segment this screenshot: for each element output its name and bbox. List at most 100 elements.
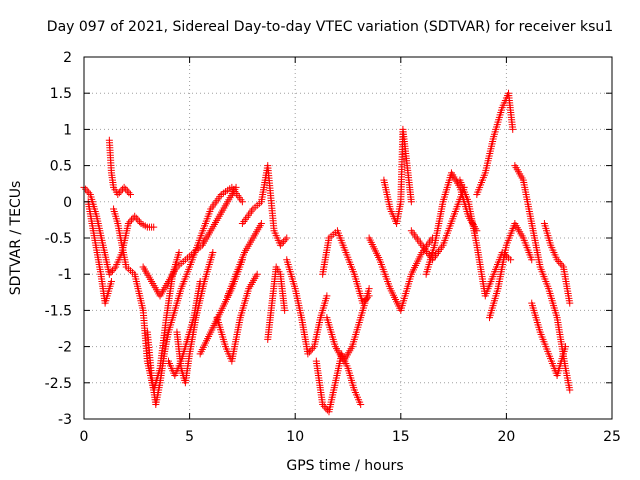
data-point xyxy=(283,234,291,242)
x-tick-label: 10 xyxy=(286,429,304,445)
data-point xyxy=(257,220,265,228)
data-point xyxy=(150,223,158,231)
data-point xyxy=(281,236,289,244)
series-sat-track-12 xyxy=(238,162,291,249)
y-tick-label: 1 xyxy=(63,122,72,138)
series-sat-track-16 xyxy=(319,227,373,307)
data-point xyxy=(107,268,115,276)
data-point xyxy=(238,198,246,206)
data-point xyxy=(85,189,93,197)
series-sat-track-26 xyxy=(528,299,570,380)
data-point xyxy=(209,248,217,256)
grid-layer xyxy=(84,57,612,419)
data-point xyxy=(83,187,91,195)
data-point xyxy=(553,256,561,264)
data-point xyxy=(128,216,136,224)
y-tick-label: -1 xyxy=(58,267,72,283)
data-point xyxy=(281,306,289,314)
data-point xyxy=(110,265,118,273)
data-point xyxy=(125,189,133,197)
data-point xyxy=(320,402,328,410)
series-sat-track-23 xyxy=(473,89,517,199)
data-point xyxy=(558,261,566,269)
data-point xyxy=(175,248,183,256)
data-point xyxy=(232,183,240,191)
series-sat-track-8 xyxy=(173,248,217,387)
data-point xyxy=(357,401,365,409)
data-point xyxy=(131,212,139,220)
data-point xyxy=(134,216,142,224)
series-sat-track-24 xyxy=(486,220,536,322)
data-point xyxy=(307,346,315,354)
data-point xyxy=(309,344,317,352)
data-points-layer xyxy=(80,89,574,416)
data-point xyxy=(407,198,415,206)
data-point xyxy=(117,187,125,195)
data-point xyxy=(566,299,574,307)
data-point xyxy=(105,270,113,278)
data-point xyxy=(276,241,284,249)
x-tick-label: 20 xyxy=(497,429,515,445)
data-point xyxy=(253,270,261,278)
data-point xyxy=(126,218,134,226)
series-sat-track-11 xyxy=(224,220,265,300)
y-tick-label: 2 xyxy=(63,50,72,66)
data-point xyxy=(115,189,123,197)
series-sat-track-17 xyxy=(323,285,373,365)
y-tick-label: -1.5 xyxy=(45,303,72,319)
data-point xyxy=(109,267,117,275)
data-point xyxy=(562,343,570,351)
data-point xyxy=(82,185,90,193)
series-sat-track-3 xyxy=(105,136,134,199)
y-tick-label: -2 xyxy=(58,340,72,356)
data-point xyxy=(132,214,140,222)
data-point xyxy=(528,256,536,264)
series-sat-track-2 xyxy=(84,198,115,307)
y-tick-label: 0.5 xyxy=(50,159,72,175)
series-sat-track-6 xyxy=(139,183,240,300)
data-point xyxy=(122,185,130,193)
data-point xyxy=(126,191,134,199)
series-sat-track-10 xyxy=(213,270,261,365)
y-axis-label: SDTVAR / TECUs xyxy=(8,181,24,296)
data-point xyxy=(114,191,122,199)
data-point xyxy=(124,220,132,228)
data-point xyxy=(278,239,286,247)
data-point xyxy=(319,401,327,409)
ticks-layer: 0 5 10 15 20 25 2 1.5 1 0.5 0 -0.5 -1 -1.5 -2 -2.5 -3 xyxy=(45,50,621,445)
series-sat-track-1 xyxy=(80,183,158,278)
series-sat-track-25 xyxy=(511,162,574,394)
data-point xyxy=(507,256,515,264)
data-point xyxy=(509,125,517,133)
series-sat-track-27 xyxy=(540,220,574,307)
data-point xyxy=(566,386,574,394)
x-tick-label: 25 xyxy=(603,429,621,445)
data-point xyxy=(135,218,143,226)
series-sat-track-22 xyxy=(456,176,515,300)
x-tick-label: 0 xyxy=(80,429,89,445)
y-tick-label: 1.5 xyxy=(50,86,72,102)
y-tick-label: 0 xyxy=(63,195,72,211)
data-point xyxy=(280,238,288,246)
data-point xyxy=(304,350,312,358)
x-tick-label: 5 xyxy=(185,429,194,445)
x-tick-label: 15 xyxy=(392,429,410,445)
data-point xyxy=(107,277,115,285)
data-point xyxy=(555,258,563,266)
x-axis-label: GPS time / hours xyxy=(286,458,403,474)
data-point xyxy=(120,183,128,191)
data-point xyxy=(305,348,313,356)
data-point xyxy=(322,404,330,412)
series-sat-track-18 xyxy=(365,234,436,314)
data-point xyxy=(323,292,331,300)
series-sat-track-5 xyxy=(143,183,246,409)
series-sat-track-14 xyxy=(283,256,331,358)
y-tick-label: -2.5 xyxy=(45,376,72,392)
chart-title: Day 097 of 2021, Sidereal Day-to-day VTE… xyxy=(47,19,613,35)
y-tick-label: -0.5 xyxy=(45,231,72,247)
data-point xyxy=(556,259,564,267)
data-point xyxy=(365,285,373,293)
series-sat-track-13 xyxy=(264,263,289,343)
data-point xyxy=(123,187,131,195)
